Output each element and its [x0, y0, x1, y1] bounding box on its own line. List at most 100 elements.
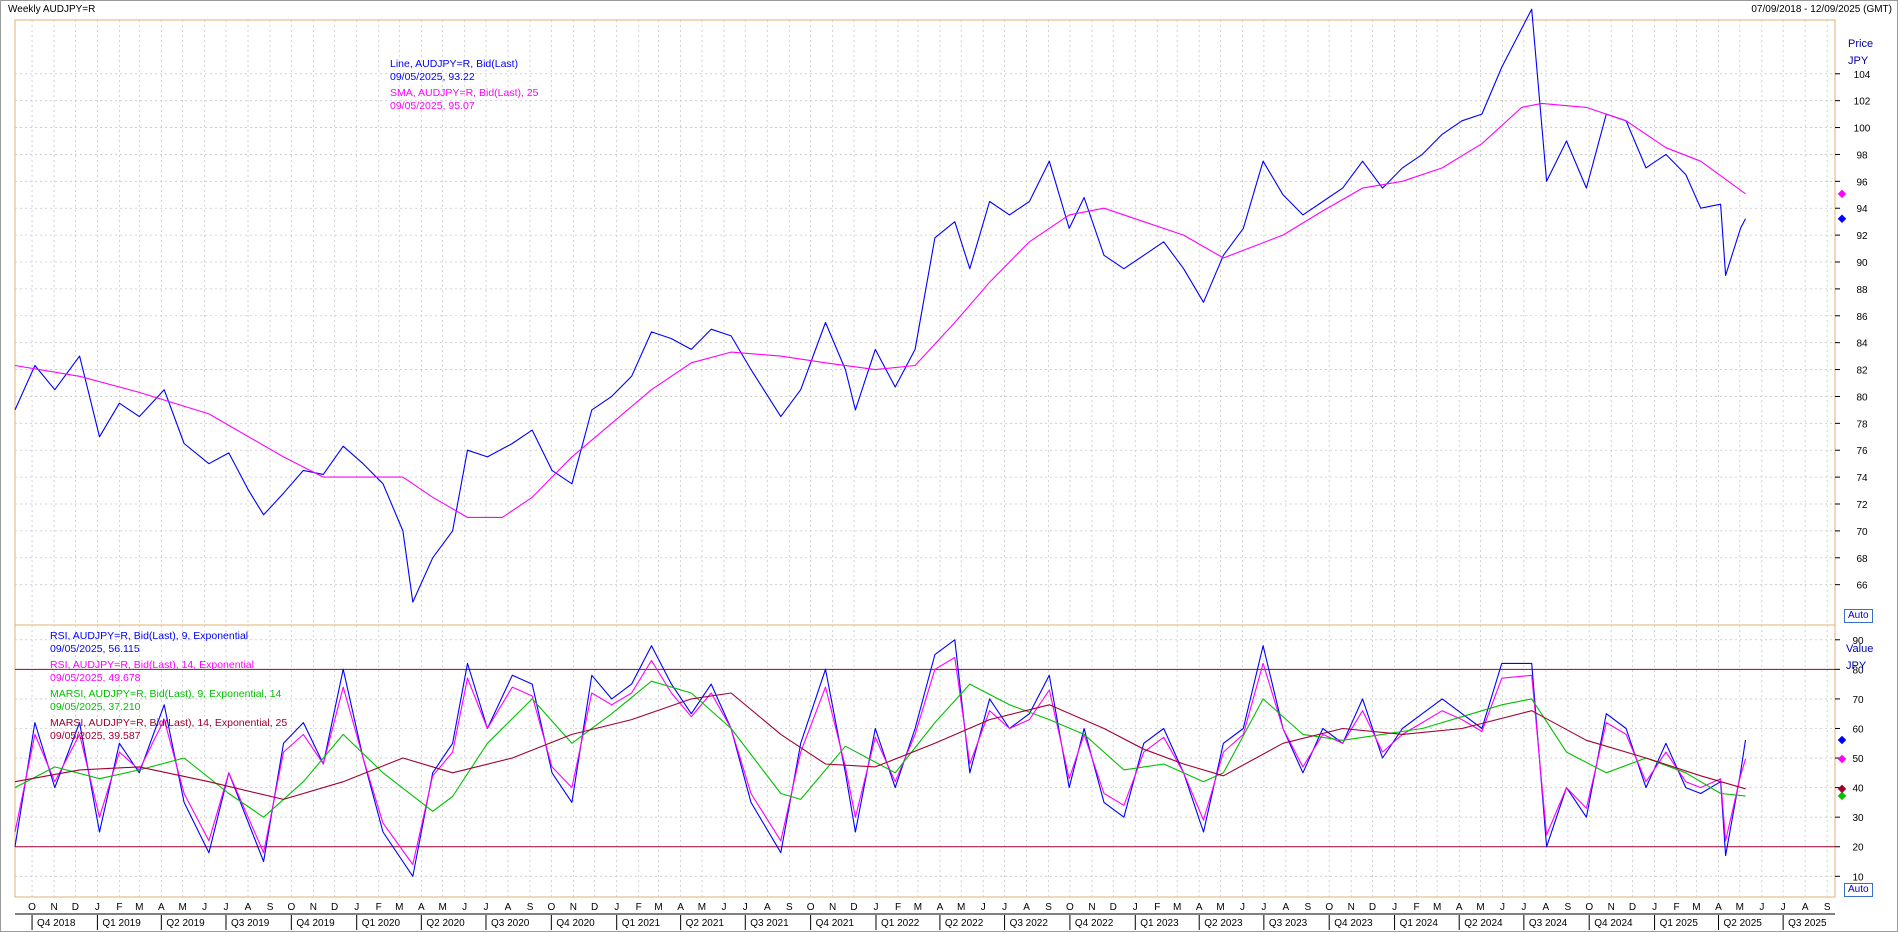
month-tick-label: O [1066, 902, 1074, 913]
quarter-tick-label: Q3 2019 [231, 918, 270, 929]
month-tick-label: J [202, 902, 207, 913]
quarter-tick-label: Q1 2023 [1140, 918, 1179, 929]
quarter-tick-label: Q2 2023 [1204, 918, 1243, 929]
month-tick-label: J [721, 902, 726, 913]
month-tick-label: J [483, 902, 488, 913]
month-tick-label: F [1674, 902, 1680, 913]
quarter-tick-label: Q2 2024 [1464, 918, 1503, 929]
month-tick-label: A [764, 902, 771, 913]
marsi14-line [14, 692, 1746, 800]
value-panel-frame [14, 624, 1836, 898]
price-legend-line2: 09/05/2025, 95.07 [390, 100, 475, 112]
month-tick-label: J [981, 902, 986, 913]
price-axis-title: Price JPY [1848, 36, 1873, 70]
month-tick-label: A [1023, 902, 1030, 913]
month-tick-label: A [1715, 902, 1722, 913]
date-range: 07/09/2018 - 12/09/2025 (GMT) [1751, 4, 1892, 15]
quarter-tick-label: Q3 2022 [1010, 918, 1049, 929]
month-tick-label: O [287, 902, 295, 913]
month-tick-label: A [245, 902, 252, 913]
price-tick-label: 84 [1856, 339, 1868, 350]
value-axis-unit: JPY [1846, 660, 1867, 672]
quarter-tick-label: Q1 2022 [881, 918, 920, 929]
month-tick-label: F [636, 902, 642, 913]
price-tick-label: 76 [1856, 446, 1868, 457]
value-tick-label: 30 [1852, 813, 1864, 824]
month-tick-label: D [1629, 902, 1636, 913]
price-tick-label: 74 [1856, 473, 1868, 484]
value-axis-label: Value [1846, 643, 1874, 655]
rsi14-line-last-marker [1837, 754, 1847, 764]
value-tick-label: 20 [1852, 843, 1864, 854]
month-tick-label: A [1456, 902, 1463, 913]
price-legend-line1: SMA, AUDJPY=R, Bid(Last), 25 [390, 87, 539, 99]
month-tick-label: F [116, 902, 122, 913]
month-tick-label: M [1476, 902, 1484, 913]
quarter-tick-label: Q4 2023 [1334, 918, 1373, 929]
rsi-legend-line1: MARSI, AUDJPY=R, Bid(Last), 9, Exponenti… [50, 688, 282, 700]
month-tick-label: J [1392, 902, 1397, 913]
price-tick-label: 102 [1854, 97, 1871, 108]
month-tick-label: M [1173, 902, 1181, 913]
month-tick-label: F [1414, 902, 1420, 913]
month-tick-label: N [1348, 902, 1355, 913]
month-tick-label: S [1824, 902, 1831, 913]
month-tick-label: A [937, 902, 944, 913]
month-tick-label: M [957, 902, 965, 913]
price-tick-label: 90 [1856, 258, 1868, 269]
rsi-legend-line2: 09/05/2025, 37.210 [50, 701, 141, 713]
month-tick-label: D [72, 902, 79, 913]
price-auto-scale-button[interactable]: Auto [1844, 609, 1873, 623]
month-tick-label: O [1325, 902, 1333, 913]
month-tick-label: F [895, 902, 901, 913]
value-axis-title: Value JPY [1846, 641, 1873, 675]
month-tick-label: D [1369, 902, 1376, 913]
price-legend-line2: 09/05/2025, 93.22 [390, 71, 475, 83]
month-tick-label: N [829, 902, 836, 913]
value-auto-scale-button[interactable]: Auto [1844, 883, 1873, 897]
month-tick-label: S [527, 902, 534, 913]
month-tick-label: M [1216, 902, 1224, 913]
rsi-legend-line2: 09/05/2025, 56.115 [50, 643, 140, 655]
quarter-tick-label: Q1 2021 [622, 918, 661, 929]
quarter-tick-label: Q1 2025 [1660, 918, 1699, 929]
month-tick-label: J [462, 902, 467, 913]
month-tick-label: O [28, 902, 36, 913]
month-tick-label: M [438, 902, 446, 913]
quarter-tick-label: Q1 2024 [1400, 918, 1439, 929]
month-tick-label: N [1608, 902, 1615, 913]
month-tick-label: M [1433, 902, 1441, 913]
price-line-last-marker [1837, 214, 1847, 223]
month-tick-label: J [1002, 902, 1007, 913]
price-tick-label: 78 [1856, 419, 1868, 430]
quarter-tick-label: Q3 2024 [1529, 918, 1568, 929]
quarter-tick-label: Q4 2019 [296, 918, 335, 929]
month-tick-label: A [1802, 902, 1809, 913]
price-tick-label: 72 [1856, 500, 1868, 511]
price-tick-label: 68 [1856, 554, 1868, 565]
rsi-legend-line1: RSI, AUDJPY=R, Bid(Last), 9, Exponential [50, 630, 248, 642]
month-tick-label: D [591, 902, 598, 913]
value-tick-label: 50 [1852, 754, 1864, 765]
axes: O N D J F M A M J J A S O N D J F M A M J J A S O N D J F M A M J J A S O N D J… [15, 58, 1871, 930]
month-tick-label: J [743, 902, 748, 913]
price-tick-label: 96 [1856, 177, 1868, 188]
quarter-tick-label: Q2 2019 [166, 918, 205, 929]
price-axis-unit: JPY [1848, 55, 1869, 67]
price-tick-label: 94 [1856, 204, 1868, 215]
price-tick-label: 66 [1856, 581, 1868, 592]
month-tick-label: J [1759, 902, 1764, 913]
rsi9-line [14, 639, 1747, 877]
value-tick-label: 70 [1852, 695, 1864, 706]
month-tick-label: M [1736, 902, 1744, 913]
price-tick-label: 86 [1856, 312, 1868, 323]
price-legend-line1: Line, AUDJPY=R, Bid(Last) [390, 58, 518, 70]
month-tick-label: A [505, 902, 512, 913]
rsi-legend-line1: RSI, AUDJPY=R, Bid(Last), 14, Exponentia… [50, 659, 254, 671]
month-tick-label: J [1500, 902, 1505, 913]
month-tick-label: J [354, 902, 359, 913]
quarter-tick-label: Q4 2024 [1594, 918, 1633, 929]
month-tick-label: N [310, 902, 317, 913]
